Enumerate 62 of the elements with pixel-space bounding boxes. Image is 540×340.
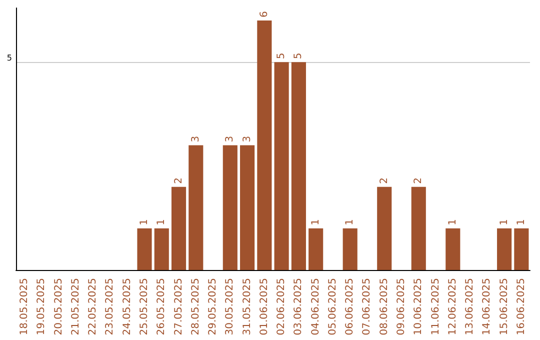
bar bbox=[154, 228, 169, 270]
bar bbox=[497, 228, 512, 270]
x-tick-label: 04.06.2025 bbox=[310, 278, 322, 336]
x-tick-label: 15.06.2025 bbox=[498, 278, 510, 336]
bar bbox=[377, 186, 392, 270]
bar bbox=[222, 145, 238, 270]
x-tick-label: 29.05.2025 bbox=[208, 278, 219, 336]
data-label: 1 bbox=[156, 219, 168, 226]
x-tick-label: 25.05.2025 bbox=[139, 278, 150, 336]
bar bbox=[274, 62, 289, 270]
x-tick-label: 14.06.2025 bbox=[482, 278, 493, 336]
x-tick-label: 21.05.2025 bbox=[70, 278, 82, 336]
bar bbox=[514, 228, 529, 270]
x-tick-label: 20.05.2025 bbox=[53, 278, 64, 336]
x-tick-label: 01.06.2025 bbox=[258, 278, 270, 336]
bar bbox=[188, 145, 204, 270]
data-label: 1 bbox=[344, 219, 356, 226]
x-tick-label: 13.06.2025 bbox=[464, 278, 476, 336]
data-label: 2 bbox=[413, 177, 424, 184]
x-tick-label: 08.06.2025 bbox=[378, 278, 390, 336]
x-tick-label: 02.06.2025 bbox=[276, 278, 288, 336]
bar bbox=[257, 20, 272, 270]
bar bbox=[411, 186, 426, 270]
data-label: 3 bbox=[224, 136, 236, 142]
x-tick-label: 31.05.2025 bbox=[242, 278, 253, 336]
x-tick-label: 06.06.2025 bbox=[344, 278, 356, 336]
bar bbox=[308, 228, 324, 270]
data-label: 6 bbox=[258, 11, 270, 18]
data-label: 2 bbox=[378, 177, 390, 184]
data-label: 5 bbox=[293, 52, 304, 60]
x-tick-label: 09.06.2025 bbox=[396, 278, 407, 336]
x-tick-label: 12.06.2025 bbox=[447, 278, 458, 336]
x-tick-label: 19.05.2025 bbox=[36, 278, 48, 336]
data-label: 1 bbox=[447, 219, 458, 226]
x-tick-label: 30.05.2025 bbox=[224, 278, 236, 336]
bar bbox=[342, 228, 358, 270]
x-tick-label: 05.06.2025 bbox=[327, 278, 338, 336]
x-tick-label: 03.06.2025 bbox=[293, 278, 304, 336]
data-label: 1 bbox=[498, 219, 510, 226]
bar bbox=[137, 228, 152, 270]
data-label: 1 bbox=[310, 219, 322, 226]
x-tick-label: 10.06.2025 bbox=[413, 278, 424, 336]
x-tick-label: 16.06.2025 bbox=[516, 278, 527, 336]
data-label: 2 bbox=[173, 177, 184, 184]
bar bbox=[291, 62, 306, 270]
data-label: 3 bbox=[190, 136, 202, 142]
bar bbox=[446, 228, 460, 270]
bar bbox=[240, 145, 255, 270]
bar bbox=[171, 186, 186, 270]
x-tick-label: 24.05.2025 bbox=[122, 278, 133, 336]
data-label: 3 bbox=[242, 136, 253, 142]
x-tick-label: 27.05.2025 bbox=[173, 278, 184, 336]
x-tick-label: 26.05.2025 bbox=[156, 278, 168, 336]
x-tick-label: 18.05.2025 bbox=[19, 278, 30, 336]
x-tick-label: 11.06.2025 bbox=[430, 278, 442, 336]
data-label: 1 bbox=[139, 219, 150, 226]
x-tick-label: 23.05.2025 bbox=[104, 278, 116, 336]
data-label: 1 bbox=[516, 219, 527, 226]
x-tick-label: 22.05.2025 bbox=[88, 278, 99, 336]
data-label: 5 bbox=[276, 52, 288, 60]
x-tick-label: 28.05.2025 bbox=[190, 278, 202, 336]
x-tick-label: 07.06.2025 bbox=[362, 278, 373, 336]
